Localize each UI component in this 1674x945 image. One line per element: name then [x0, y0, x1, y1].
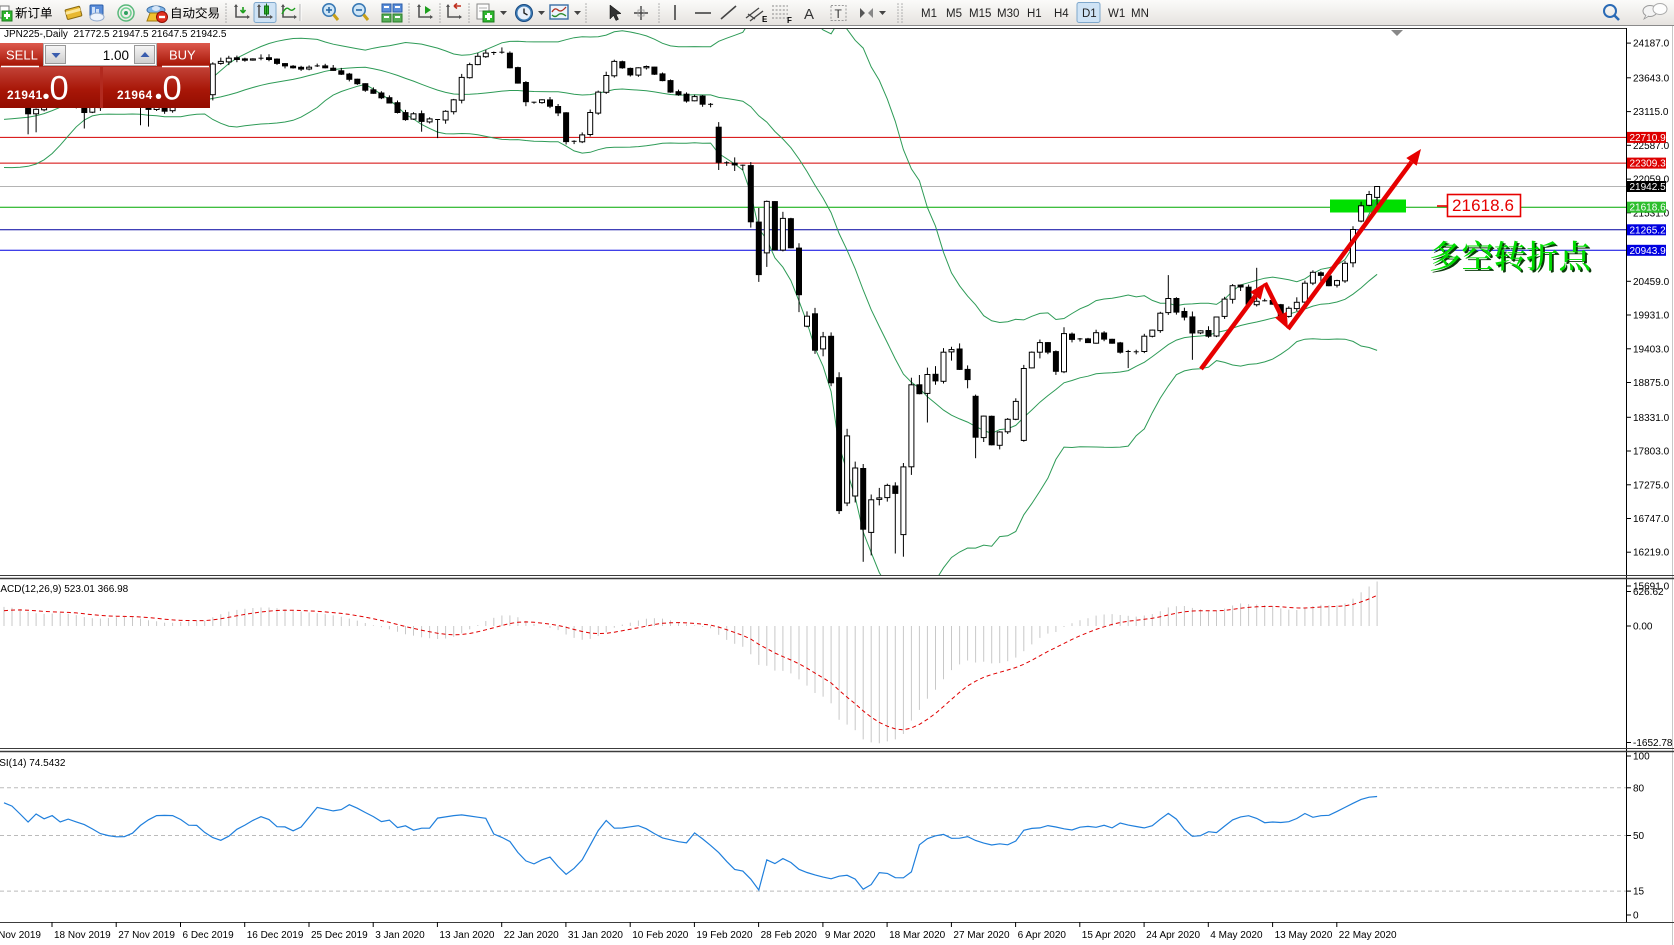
- svg-text:SELL: SELL: [6, 48, 38, 63]
- svg-text:17275.0: 17275.0: [1633, 480, 1670, 491]
- svg-text:9 Mar 2020: 9 Mar 2020: [825, 930, 876, 941]
- svg-text:6 Dec 2019: 6 Dec 2019: [183, 930, 235, 941]
- svg-text:28 Feb 2020: 28 Feb 2020: [761, 930, 818, 941]
- svg-text:22 Jan 2020: 22 Jan 2020: [504, 930, 559, 941]
- svg-text:25 Dec 2019: 25 Dec 2019: [311, 930, 368, 941]
- svg-text:M1: M1: [921, 8, 937, 20]
- svg-text:15 Apr 2020: 15 Apr 2020: [1082, 930, 1136, 941]
- svg-text:17803.0: 17803.0: [1633, 447, 1670, 458]
- svg-text:22587.0: 22587.0: [1633, 141, 1670, 152]
- svg-text:6 Apr 2020: 6 Apr 2020: [1018, 930, 1067, 941]
- svg-text:W1: W1: [1108, 8, 1125, 20]
- svg-text:22 May 2020: 22 May 2020: [1339, 930, 1397, 941]
- svg-text:50: 50: [1633, 831, 1645, 842]
- svg-text:MACD(12,26,9) 523.01 366.98: MACD(12,26,9) 523.01 366.98: [0, 584, 129, 595]
- svg-text:18 Mar 2020: 18 Mar 2020: [889, 930, 946, 941]
- svg-text:21265.2: 21265.2: [1630, 225, 1667, 236]
- svg-text:21964: 21964: [117, 88, 153, 102]
- svg-text:27 Nov 2019: 27 Nov 2019: [118, 930, 175, 941]
- svg-text:T: T: [835, 7, 843, 21]
- svg-text:20943.9: 20943.9: [1630, 246, 1667, 257]
- svg-text:M30: M30: [997, 8, 1019, 20]
- svg-text:0: 0: [163, 70, 182, 108]
- svg-text:19 Feb 2020: 19 Feb 2020: [696, 930, 753, 941]
- svg-text:16 Dec 2019: 16 Dec 2019: [247, 930, 304, 941]
- svg-text:BUY: BUY: [169, 48, 196, 63]
- svg-text:15691.0: 15691.0: [1633, 582, 1670, 593]
- svg-text:23643.0: 23643.0: [1633, 73, 1670, 84]
- svg-text:F: F: [787, 16, 792, 25]
- svg-text:24 Apr 2020: 24 Apr 2020: [1146, 930, 1200, 941]
- svg-text:M15: M15: [969, 8, 991, 20]
- svg-text:15: 15: [1633, 887, 1645, 898]
- svg-text:RSI(14) 74.5432: RSI(14) 74.5432: [0, 758, 66, 769]
- svg-text:24187.0: 24187.0: [1633, 39, 1670, 50]
- svg-text:JPN225-,Daily 21772.5 21947.5: JPN225-,Daily 21772.5 21947.5 21647.5 21…: [4, 29, 227, 40]
- svg-text:100: 100: [1633, 752, 1650, 763]
- svg-text:31 Jan 2020: 31 Jan 2020: [568, 930, 623, 941]
- svg-text:MN: MN: [1131, 8, 1149, 20]
- svg-text:0.00: 0.00: [1633, 622, 1653, 633]
- svg-text:21531.0: 21531.0: [1633, 208, 1670, 219]
- svg-text:23115.0: 23115.0: [1633, 107, 1669, 118]
- svg-text:21618.6: 21618.6: [1452, 196, 1514, 215]
- svg-text:21941: 21941: [7, 88, 43, 102]
- svg-text:A: A: [804, 6, 814, 23]
- svg-text:22059.0: 22059.0: [1633, 175, 1670, 186]
- svg-text:21618.6: 21618.6: [1630, 203, 1667, 214]
- svg-text:M5: M5: [946, 8, 962, 20]
- svg-text:D1: D1: [1082, 8, 1097, 20]
- svg-text:21942.5: 21942.5: [1630, 182, 1667, 193]
- svg-text:E: E: [762, 15, 768, 24]
- svg-text:10 Feb 2020: 10 Feb 2020: [632, 930, 689, 941]
- svg-text:0: 0: [50, 70, 69, 108]
- svg-text:80: 80: [1633, 783, 1645, 794]
- svg-text:H1: H1: [1027, 8, 1042, 20]
- svg-text:H4: H4: [1054, 8, 1069, 20]
- svg-text:4 May 2020: 4 May 2020: [1210, 930, 1263, 941]
- svg-text:626.62: 626.62: [1633, 587, 1664, 598]
- svg-text:22309.3: 22309.3: [1630, 159, 1667, 170]
- svg-text:16219.0: 16219.0: [1633, 548, 1670, 559]
- svg-text:-1652.78: -1652.78: [1633, 738, 1673, 749]
- svg-text:18331.0: 18331.0: [1633, 413, 1670, 424]
- svg-text:19931.0: 19931.0: [1633, 311, 1670, 322]
- svg-text:0: 0: [1633, 911, 1639, 922]
- svg-text:8 Nov 2019: 8 Nov 2019: [0, 930, 41, 941]
- svg-text:13 May 2020: 13 May 2020: [1275, 930, 1333, 941]
- svg-text:19403.0: 19403.0: [1633, 344, 1670, 355]
- svg-text:20459.0: 20459.0: [1633, 277, 1670, 288]
- svg-text:13 Jan 2020: 13 Jan 2020: [439, 930, 494, 941]
- svg-text:18 Nov 2019: 18 Nov 2019: [54, 930, 111, 941]
- svg-text:16747.0: 16747.0: [1633, 514, 1670, 525]
- svg-text:3 Jan 2020: 3 Jan 2020: [375, 930, 425, 941]
- svg-text:1.00: 1.00: [103, 48, 129, 63]
- svg-text:22710.9: 22710.9: [1630, 133, 1667, 144]
- svg-text:18875.0: 18875.0: [1633, 378, 1670, 389]
- svg-text:27 Mar 2020: 27 Mar 2020: [953, 930, 1010, 941]
